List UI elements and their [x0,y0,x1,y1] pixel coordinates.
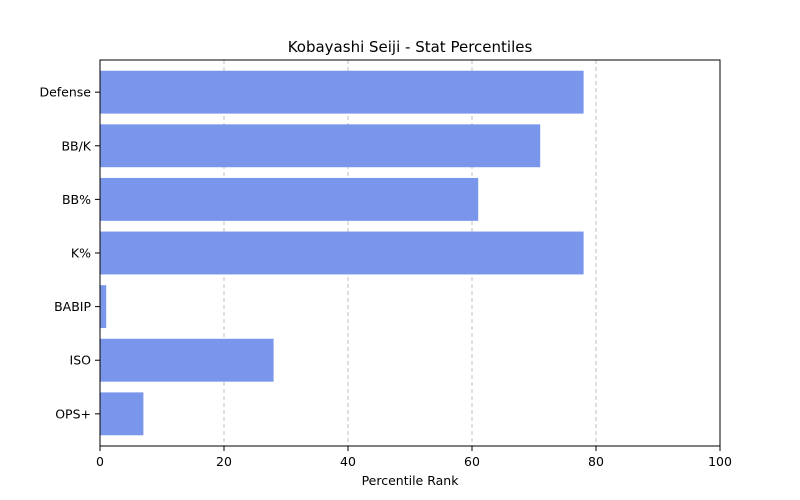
bar-defense [100,70,584,114]
y-tick-label: BB/K [61,138,91,153]
x-tick-label: 60 [464,454,480,469]
y-tick-label: OPS+ [55,406,91,421]
x-tick-label: 100 [708,454,732,469]
x-tick-label: 20 [216,454,232,469]
x-tick-label: 80 [588,454,604,469]
x-axis: 0 20 40 60 80 100 [96,446,732,469]
x-axis-label: Percentile Rank [362,473,460,488]
chart-title: Kobayashi Seiji - Stat Percentiles [288,38,533,56]
y-tick-label: K% [71,246,91,261]
y-tick-label: BABIP [54,299,91,314]
y-tick-label: ISO [70,353,92,368]
y-tick-label: BB% [62,192,91,207]
bar-bb [100,177,479,221]
bar-babip [100,285,107,329]
y-axis: Defense BB/K BB% K% BABIP ISO OPS+ [39,85,100,421]
y-tick-label: Defense [39,85,91,100]
bar-bb-k [100,124,541,168]
bar-iso [100,338,274,382]
bar-ops [100,392,144,436]
bars [100,70,584,436]
bar-k [100,231,584,275]
x-tick-label: 40 [340,454,356,469]
x-tick-label: 0 [96,454,104,469]
